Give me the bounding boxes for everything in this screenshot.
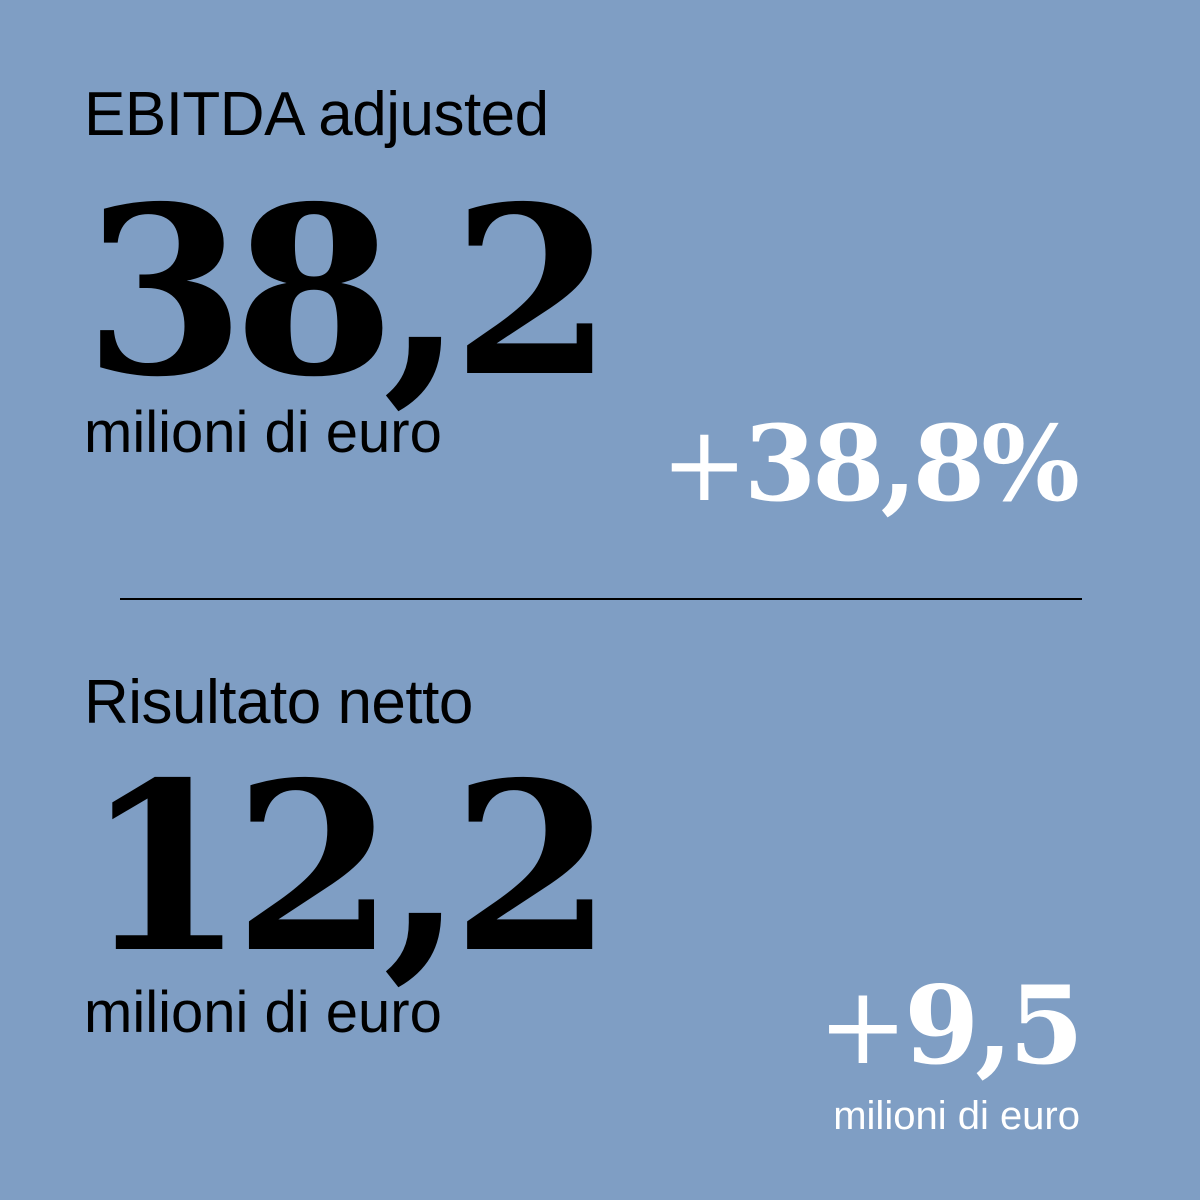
ebitda-label: EBITDA adjusted: [84, 80, 549, 149]
ebitda-change-sign: +: [660, 403, 748, 525]
section-divider: [120, 598, 1082, 600]
ebitda-change: +38,8%: [661, 412, 1080, 517]
net-result-change-sign: +: [817, 964, 908, 1089]
net-result-change-unit: milioni di euro: [833, 1094, 1080, 1138]
net-result-change-value: 9,5: [904, 963, 1084, 1089]
net-result-unit: milioni di euro: [84, 980, 442, 1045]
net-result-label: Risultato netto: [84, 668, 473, 737]
ebitda-value: 38,2: [84, 155, 613, 428]
net-result-change: +9,5: [818, 972, 1084, 1081]
ebitda-unit: milioni di euro: [84, 400, 442, 465]
net-result-value: 12,2: [84, 731, 613, 1004]
ebitda-change-value: 38,8%: [743, 402, 1080, 525]
